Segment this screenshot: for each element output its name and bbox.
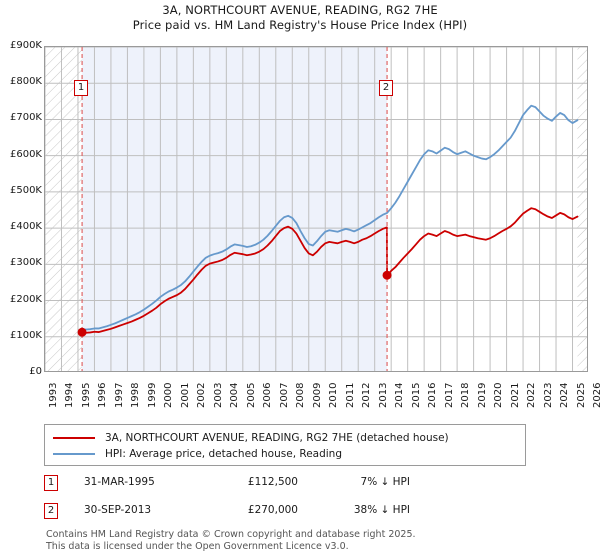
x-axis-tick-label: 2011 <box>344 382 356 408</box>
title-line-1: 3A, NORTHCOURT AVENUE, READING, RG2 7HE <box>162 3 438 17</box>
x-axis-tick-label: 2006 <box>262 382 274 408</box>
legend-item-property: 3A, NORTHCOURT AVENUE, READING, RG2 7HE … <box>53 430 517 446</box>
x-axis-tick-label: 2002 <box>196 382 208 408</box>
y-axis-tick-label: £800K <box>9 76 42 88</box>
footer-line-1: Contains HM Land Registry data © Crown c… <box>46 529 416 540</box>
x-axis-tick-label: 2018 <box>460 382 472 408</box>
y-axis-tick-label: £500K <box>9 184 42 196</box>
x-axis-tick-label: 2004 <box>229 382 241 408</box>
y-axis-tick-label: £700K <box>9 112 42 124</box>
x-axis-tick-label: 2012 <box>361 382 373 408</box>
x-axis-tick-label: 2014 <box>394 382 406 408</box>
x-axis-tick-label: 2015 <box>410 382 422 408</box>
transaction-badge-1: 1 <box>44 475 58 491</box>
x-axis-tick-label: 1997 <box>113 382 125 408</box>
y-axis-tick-label: £400K <box>9 221 42 233</box>
x-axis-tick-label: 2017 <box>443 382 455 408</box>
x-axis-tick-label: 1998 <box>130 382 142 408</box>
title-line-2: Price paid vs. HM Land Registry's House … <box>132 18 468 32</box>
x-axis-tick-label: 1996 <box>97 382 109 408</box>
x-axis-tick-label: 2026 <box>592 382 600 408</box>
price-history-line-chart <box>45 47 587 371</box>
x-axis-tick-label: 1995 <box>80 382 92 408</box>
transaction-hpi-delta-1: 7% ↓ HPI <box>360 476 410 488</box>
y-axis-tick-label: £200K <box>9 293 42 305</box>
x-axis-tick-label: 2009 <box>311 382 323 408</box>
y-axis-tick-label: £900K <box>9 40 42 51</box>
legend-label-property: 3A, NORTHCOURT AVENUE, READING, RG2 7HE … <box>105 432 449 444</box>
x-axis-tick-label: 2020 <box>493 382 505 408</box>
x-axis-tick-label: 2003 <box>212 382 224 408</box>
x-axis-tick-label: 2021 <box>509 382 521 408</box>
x-axis-tick-label: 2008 <box>295 382 307 408</box>
transaction-row-1: 1 31-MAR-1995 £112,500 7% ↓ HPI <box>44 475 464 497</box>
transaction-hpi-delta-2: 38% ↓ HPI <box>353 504 410 516</box>
x-axis-tick-label: 1999 <box>146 382 158 408</box>
x-axis-tick-label: 2013 <box>377 382 389 408</box>
copyright-footer: Contains HM Land Registry data © Crown c… <box>46 529 586 552</box>
transaction-badge-2: 2 <box>44 503 58 519</box>
y-axis-tick-label: £0 <box>29 366 42 377</box>
x-axis-tick-label: 2001 <box>179 382 191 408</box>
transaction-price-2: £270,000 <box>247 504 298 516</box>
y-axis-tick-label: £100K <box>9 329 42 341</box>
legend-swatch-property <box>53 437 95 439</box>
legend-swatch-hpi <box>53 453 95 455</box>
chart-legend: 3A, NORTHCOURT AVENUE, READING, RG2 7HE … <box>44 424 526 466</box>
transaction-row-2: 2 30-SEP-2013 £270,000 38% ↓ HPI <box>44 503 464 525</box>
footer-line-2: This data is licensed under the Open Gov… <box>46 540 349 552</box>
x-axis-tick-label: 1994 <box>64 382 76 408</box>
x-axis-tick-label: 2023 <box>542 382 554 408</box>
x-axis-tick-label: 2010 <box>328 382 340 408</box>
x-axis-tick-label: 2024 <box>559 382 571 408</box>
transaction-date-2: 30-SEP-2013 <box>84 504 152 516</box>
page-title: 3A, NORTHCOURT AVENUE, READING, RG2 7HE … <box>0 3 600 33</box>
transaction-price-1: £112,500 <box>247 476 298 488</box>
legend-label-hpi: HPI: Average price, detached house, Read… <box>105 448 342 460</box>
legend-item-hpi: HPI: Average price, detached house, Read… <box>53 446 517 462</box>
x-axis-tick-label: 2000 <box>163 382 175 408</box>
x-axis-tick-label: 2025 <box>575 382 587 408</box>
y-axis-tick-label: £600K <box>9 148 42 160</box>
plot-area <box>44 46 588 372</box>
x-axis-tick-label: 2007 <box>278 382 290 408</box>
x-axis-tick-label: 2016 <box>427 382 439 408</box>
y-axis-tick-label: £300K <box>9 257 42 269</box>
x-axis-tick-label: 2019 <box>476 382 488 408</box>
x-axis-tick-label: 2022 <box>526 382 538 408</box>
x-axis-tick-label: 2005 <box>245 382 257 408</box>
transaction-date-1: 31-MAR-1995 <box>84 476 155 488</box>
x-axis-tick-label: 1993 <box>48 382 59 408</box>
